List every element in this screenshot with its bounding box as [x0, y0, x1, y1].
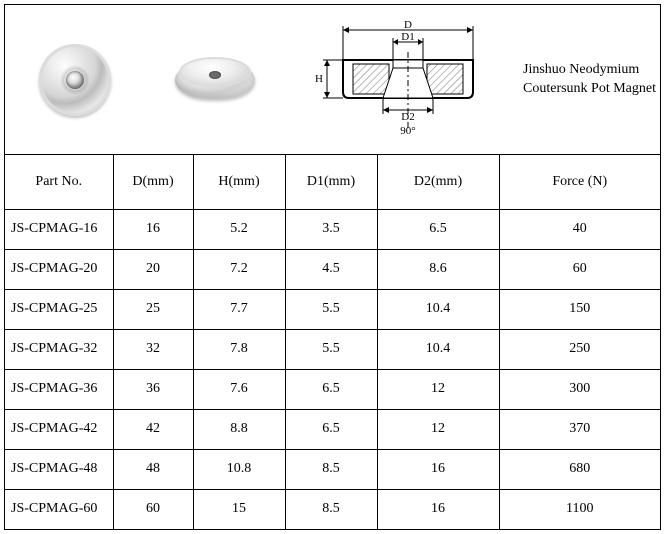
cell-d: 60: [113, 489, 193, 529]
label-d2: D2: [401, 111, 414, 123]
cell-part: JS-CPMAG-42: [5, 409, 113, 449]
cell-h: 10.8: [193, 449, 285, 489]
cell-f: 300: [499, 369, 660, 409]
cell-d1: 6.5: [285, 369, 377, 409]
table-row: JS-CPMAG-20207.24.58.660: [5, 249, 660, 289]
col-d2: D2(mm): [377, 155, 499, 209]
cell-d2: 12: [377, 409, 499, 449]
label-angle: 90°: [400, 125, 415, 137]
table-row: JS-CPMAG-32327.85.510.4250: [5, 329, 660, 369]
col-d: D(mm): [113, 155, 193, 209]
cell-d1: 8.5: [285, 489, 377, 529]
product-title: Jinshuo Neodymium Coutersunk Pot Magnet: [515, 5, 660, 154]
cell-d2: 16: [377, 449, 499, 489]
cell-f: 680: [499, 449, 660, 489]
cell-part: JS-CPMAG-36: [5, 369, 113, 409]
cell-h: 7.2: [193, 249, 285, 289]
cell-d: 42: [113, 409, 193, 449]
label-d: D: [404, 20, 412, 31]
cell-part: JS-CPMAG-20: [5, 249, 113, 289]
magnet-top-icon: [39, 44, 111, 116]
title-line-1: Jinshuo Neodymium: [523, 61, 639, 79]
cell-f: 60: [499, 249, 660, 289]
cell-d1: 3.5: [285, 209, 377, 249]
cell-d2: 10.4: [377, 289, 499, 329]
cell-d2: 10.4: [377, 329, 499, 369]
dimension-diagram: D D1: [285, 5, 515, 154]
table-row: JS-CPMAG-484810.88.516680: [5, 449, 660, 489]
cell-f: 150: [499, 289, 660, 329]
cell-h: 8.8: [193, 409, 285, 449]
table-row: JS-CPMAG-6060158.5161100: [5, 489, 660, 529]
table-row: JS-CPMAG-16165.23.56.540: [5, 209, 660, 249]
col-h: H(mm): [193, 155, 285, 209]
cell-d1: 4.5: [285, 249, 377, 289]
label-d1: D1: [401, 31, 414, 43]
cell-d1: 8.5: [285, 449, 377, 489]
cell-f: 40: [499, 209, 660, 249]
col-part: Part No.: [5, 155, 113, 209]
spec-table: Part No. D(mm) H(mm) D1(mm) D2(mm) Force…: [5, 155, 660, 529]
cell-f: 370: [499, 409, 660, 449]
cell-d2: 16: [377, 489, 499, 529]
product-image-oblique: [145, 5, 285, 154]
cell-d1: 5.5: [285, 289, 377, 329]
cell-h: 15: [193, 489, 285, 529]
table-row: JS-CPMAG-42428.86.512370: [5, 409, 660, 449]
cell-h: 7.6: [193, 369, 285, 409]
cell-d: 25: [113, 289, 193, 329]
cell-h: 7.8: [193, 329, 285, 369]
cell-d: 32: [113, 329, 193, 369]
cell-d: 20: [113, 249, 193, 289]
cell-part: JS-CPMAG-60: [5, 489, 113, 529]
cell-d1: 5.5: [285, 329, 377, 369]
magnet-oblique-icon: [175, 51, 255, 109]
cell-h: 7.7: [193, 289, 285, 329]
cell-d2: 8.6: [377, 249, 499, 289]
col-d1: D1(mm): [285, 155, 377, 209]
cell-part: JS-CPMAG-48: [5, 449, 113, 489]
cell-d: 36: [113, 369, 193, 409]
table-row: JS-CPMAG-36367.66.512300: [5, 369, 660, 409]
col-force: Force (N): [499, 155, 660, 209]
cell-part: JS-CPMAG-16: [5, 209, 113, 249]
cell-h: 5.2: [193, 209, 285, 249]
table-row: JS-CPMAG-25257.75.510.4150: [5, 289, 660, 329]
cell-d: 16: [113, 209, 193, 249]
header-row: D D1: [5, 5, 660, 155]
datasheet: D D1: [4, 4, 661, 530]
label-h: H: [315, 73, 323, 85]
product-image-top: [5, 5, 145, 154]
cell-d1: 6.5: [285, 409, 377, 449]
cell-d2: 6.5: [377, 209, 499, 249]
cell-part: JS-CPMAG-25: [5, 289, 113, 329]
title-line-2: Coutersunk Pot Magnet: [523, 80, 656, 98]
cell-d2: 12: [377, 369, 499, 409]
cell-part: JS-CPMAG-32: [5, 329, 113, 369]
cell-f: 250: [499, 329, 660, 369]
table-header-row: Part No. D(mm) H(mm) D1(mm) D2(mm) Force…: [5, 155, 660, 209]
cell-d: 48: [113, 449, 193, 489]
cell-f: 1100: [499, 489, 660, 529]
